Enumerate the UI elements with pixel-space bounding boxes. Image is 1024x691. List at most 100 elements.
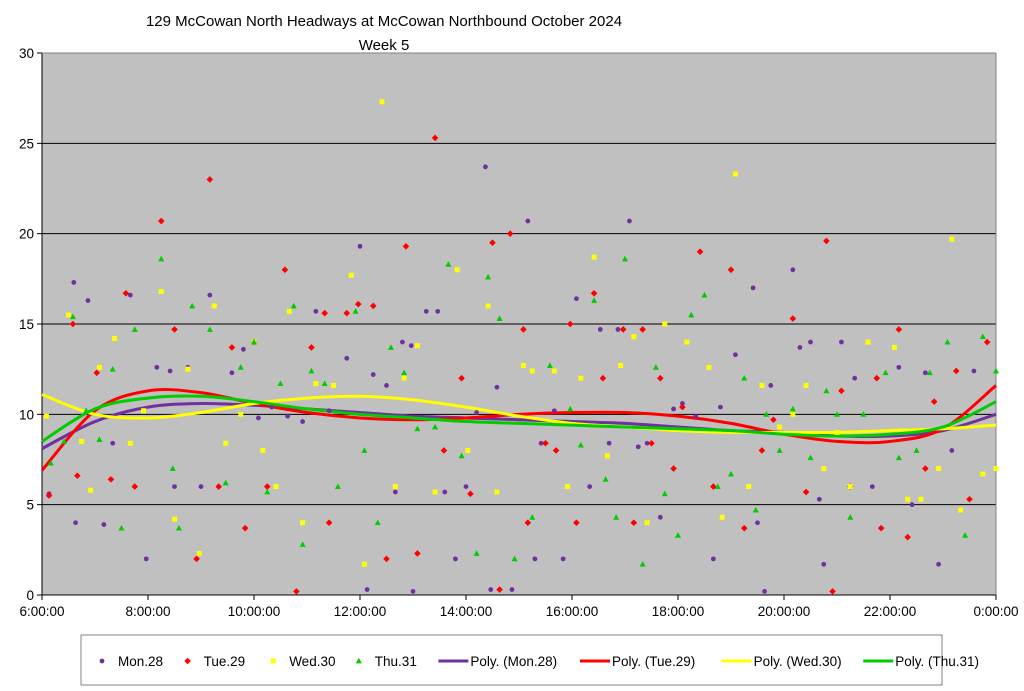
data-point <box>630 519 638 527</box>
data-point <box>755 520 760 526</box>
data-point <box>802 488 810 496</box>
data-point <box>613 514 620 520</box>
data-point <box>918 496 924 502</box>
data-point <box>728 470 734 477</box>
data-point <box>718 404 723 410</box>
data-point <box>922 465 929 472</box>
data-point <box>506 230 514 237</box>
data-point <box>684 339 690 345</box>
data-point <box>520 326 527 333</box>
data-point <box>777 424 783 430</box>
data-point <box>198 484 204 489</box>
y-tick-label: 5 <box>26 498 34 513</box>
data-point <box>211 303 217 309</box>
data-point <box>823 237 830 245</box>
data-point <box>241 346 246 352</box>
chart-subtitle: Week 5 <box>359 37 410 54</box>
legend-label: Poly. (Wed.30) <box>754 654 842 669</box>
data-point <box>560 556 566 562</box>
data-point <box>993 367 999 374</box>
trendline <box>40 384 997 472</box>
legend-marker <box>355 657 362 664</box>
data-point <box>96 364 102 370</box>
data-point <box>551 408 557 414</box>
data-point <box>719 514 725 520</box>
data-point <box>980 471 986 477</box>
data-point <box>710 483 717 490</box>
data-point <box>348 272 354 278</box>
data-point <box>746 484 752 490</box>
data-point <box>732 171 738 177</box>
data-point <box>618 363 624 369</box>
data-point <box>454 267 460 273</box>
data-point <box>565 484 571 490</box>
data-point <box>193 555 200 563</box>
data-point <box>264 488 271 495</box>
x-tick-label: 8:00:00 <box>125 604 170 619</box>
data-point <box>573 519 580 527</box>
data-point <box>131 483 139 490</box>
x-tick-label: 12:00:00 <box>334 604 387 619</box>
data-point <box>770 416 777 424</box>
data-point <box>392 489 398 495</box>
data-point <box>122 289 130 297</box>
x-tick-label: 18:00:00 <box>652 604 705 619</box>
data-point <box>966 495 973 503</box>
data-point <box>408 343 414 349</box>
data-point <box>71 280 77 285</box>
data-point <box>313 381 319 387</box>
data-point <box>206 326 213 332</box>
legend-marker <box>184 657 191 665</box>
data-point <box>631 334 637 340</box>
data-point <box>936 466 942 472</box>
data-point <box>74 472 81 480</box>
data-point <box>47 459 54 466</box>
data-point <box>374 519 381 526</box>
data-point <box>520 363 526 369</box>
data-point <box>354 300 362 308</box>
data-point <box>714 483 721 489</box>
data-point <box>101 522 107 527</box>
data-point <box>821 466 827 472</box>
data-point <box>361 447 368 453</box>
data-point <box>463 484 469 489</box>
data-point <box>256 415 261 421</box>
data-point <box>494 384 500 390</box>
data-point <box>670 465 677 472</box>
data-point <box>602 476 609 482</box>
data-point <box>172 484 177 489</box>
data-point <box>627 218 632 224</box>
legend-label: Tue.29 <box>204 654 246 669</box>
data-point <box>639 561 646 567</box>
data-point <box>657 374 664 382</box>
data-point <box>169 465 176 471</box>
data-point <box>364 587 370 592</box>
data-point <box>546 362 553 368</box>
data-point <box>383 555 390 563</box>
data-point <box>524 519 532 527</box>
data-point <box>313 308 319 314</box>
data-point <box>473 550 480 556</box>
data-point <box>157 217 165 225</box>
data-point <box>587 484 593 489</box>
data-point <box>286 308 292 314</box>
data-point <box>752 506 759 513</box>
data-point <box>860 411 867 417</box>
data-point <box>357 243 363 249</box>
data-point <box>158 288 164 294</box>
data-point <box>538 440 544 446</box>
data-point <box>597 327 603 332</box>
data-point <box>768 383 774 388</box>
data-point <box>110 440 116 446</box>
data-point <box>109 365 116 372</box>
data-point <box>949 236 955 242</box>
data-point <box>402 243 410 250</box>
y-tick-label: 0 <box>26 588 34 603</box>
data-point <box>45 492 53 499</box>
data-point <box>896 364 902 370</box>
data-point <box>269 404 275 410</box>
data-point <box>776 447 783 453</box>
data-point <box>369 302 377 310</box>
data-point <box>343 309 351 317</box>
data-point <box>370 372 376 377</box>
